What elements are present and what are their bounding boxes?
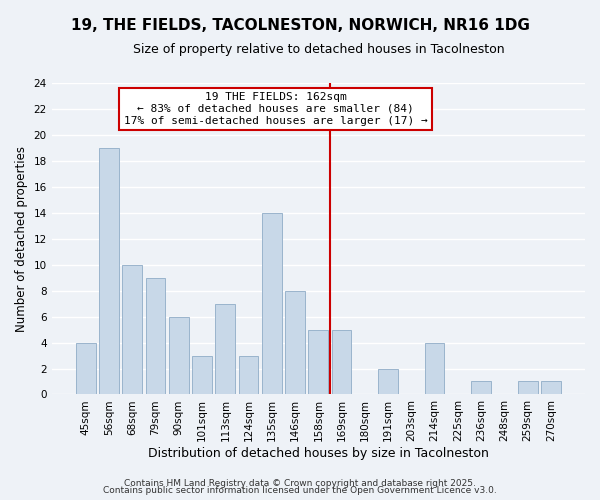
Bar xyxy=(285,290,305,395)
Text: 19 THE FIELDS: 162sqm
← 83% of detached houses are smaller (84)
17% of semi-deta: 19 THE FIELDS: 162sqm ← 83% of detached … xyxy=(124,92,428,126)
Text: Contains HM Land Registry data © Crown copyright and database right 2025.: Contains HM Land Registry data © Crown c… xyxy=(124,478,476,488)
Y-axis label: Number of detached properties: Number of detached properties xyxy=(15,146,28,332)
Bar xyxy=(378,368,398,394)
Bar xyxy=(169,316,188,394)
Bar xyxy=(308,330,328,394)
Bar xyxy=(332,330,352,394)
Bar xyxy=(541,382,561,394)
Bar xyxy=(215,304,235,394)
Bar xyxy=(425,342,445,394)
Bar xyxy=(471,382,491,394)
Bar xyxy=(99,148,119,394)
Bar xyxy=(192,356,212,395)
Title: Size of property relative to detached houses in Tacolneston: Size of property relative to detached ho… xyxy=(133,42,504,56)
Bar xyxy=(76,342,95,394)
X-axis label: Distribution of detached houses by size in Tacolneston: Distribution of detached houses by size … xyxy=(148,447,489,460)
Bar xyxy=(239,356,259,395)
Bar xyxy=(122,264,142,394)
Bar xyxy=(146,278,166,394)
Text: 19, THE FIELDS, TACOLNESTON, NORWICH, NR16 1DG: 19, THE FIELDS, TACOLNESTON, NORWICH, NR… xyxy=(71,18,529,32)
Text: Contains public sector information licensed under the Open Government Licence v3: Contains public sector information licen… xyxy=(103,486,497,495)
Bar xyxy=(262,213,282,394)
Bar xyxy=(518,382,538,394)
